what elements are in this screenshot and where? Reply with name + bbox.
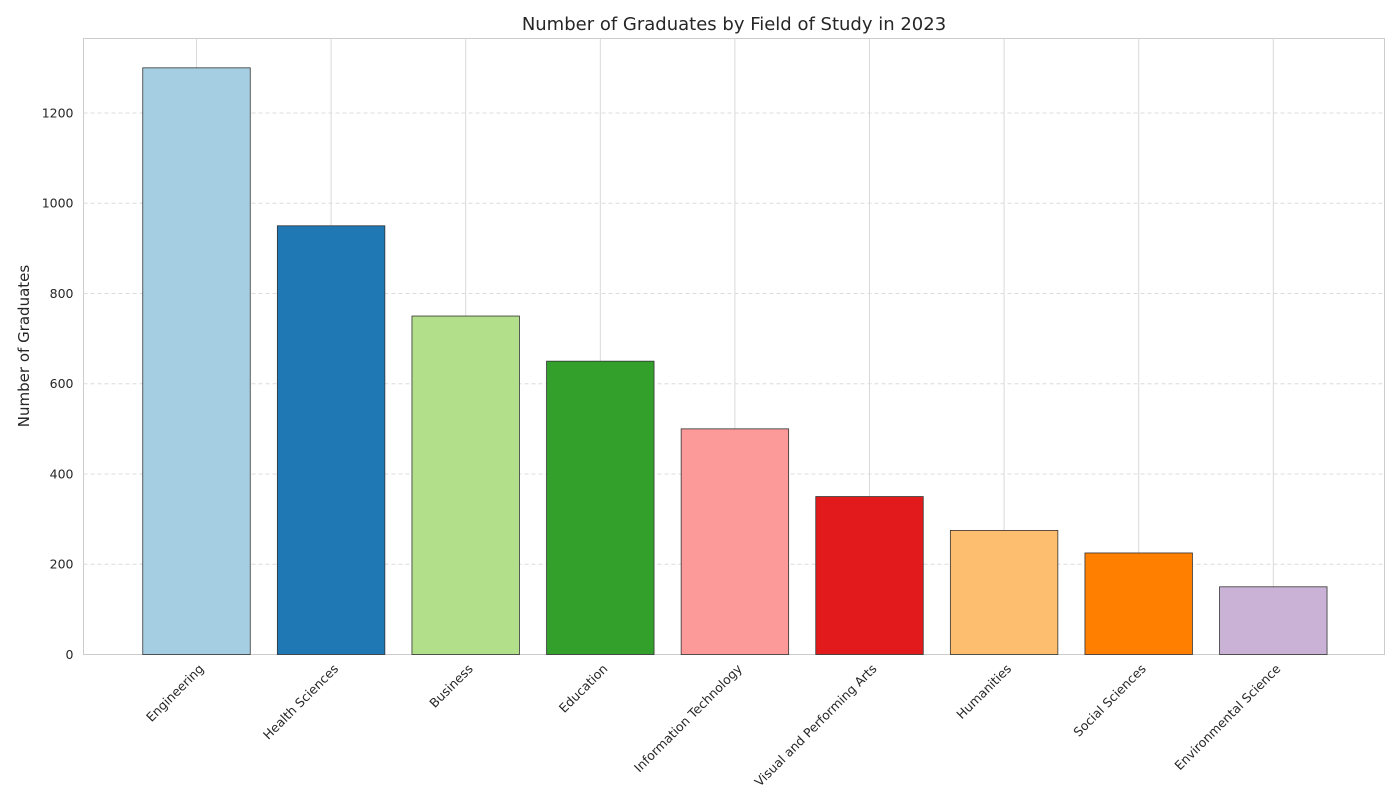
- x-tick-label: Environmental Science: [1171, 661, 1283, 773]
- y-tick-label: 1000: [42, 196, 74, 211]
- x-tick-label: Engineering: [143, 661, 207, 725]
- x-tick-label: Information Technology: [631, 661, 746, 776]
- x-tick-label: Humanities: [953, 661, 1014, 722]
- chart-title: Number of Graduates by Field of Study in…: [522, 14, 946, 35]
- bar: [1084, 552, 1193, 655]
- x-tick-label: Health Sciences: [260, 661, 341, 742]
- y-tick-label: 200: [50, 557, 74, 572]
- x-tick-label: Visual and Performing Arts: [751, 661, 879, 789]
- y-tick-labels: 0 200 400 600 800 1000 1200: [42, 105, 74, 662]
- bar: [680, 428, 790, 655]
- bar: [276, 225, 386, 655]
- bar: [815, 496, 924, 655]
- bar: [546, 360, 655, 655]
- y-tick-label: 1200: [42, 105, 74, 120]
- bar: [142, 67, 251, 655]
- y-axis-label: Number of Graduates: [15, 265, 33, 428]
- bars: [142, 67, 1328, 655]
- x-tick-label: Education: [556, 661, 611, 716]
- bar: [949, 529, 1059, 655]
- y-tick-label: 0: [66, 647, 74, 662]
- x-tick-label: Business: [426, 661, 476, 711]
- bar: [411, 315, 520, 655]
- x-tick-label: Social Sciences: [1070, 661, 1148, 739]
- y-tick-label: 600: [50, 376, 74, 391]
- bar: [1219, 586, 1328, 655]
- y-tick-label: 800: [50, 286, 74, 301]
- x-tick-labels: Engineering Health Sciences Business Educat…: [143, 661, 1284, 790]
- y-tick-label: 400: [50, 466, 74, 481]
